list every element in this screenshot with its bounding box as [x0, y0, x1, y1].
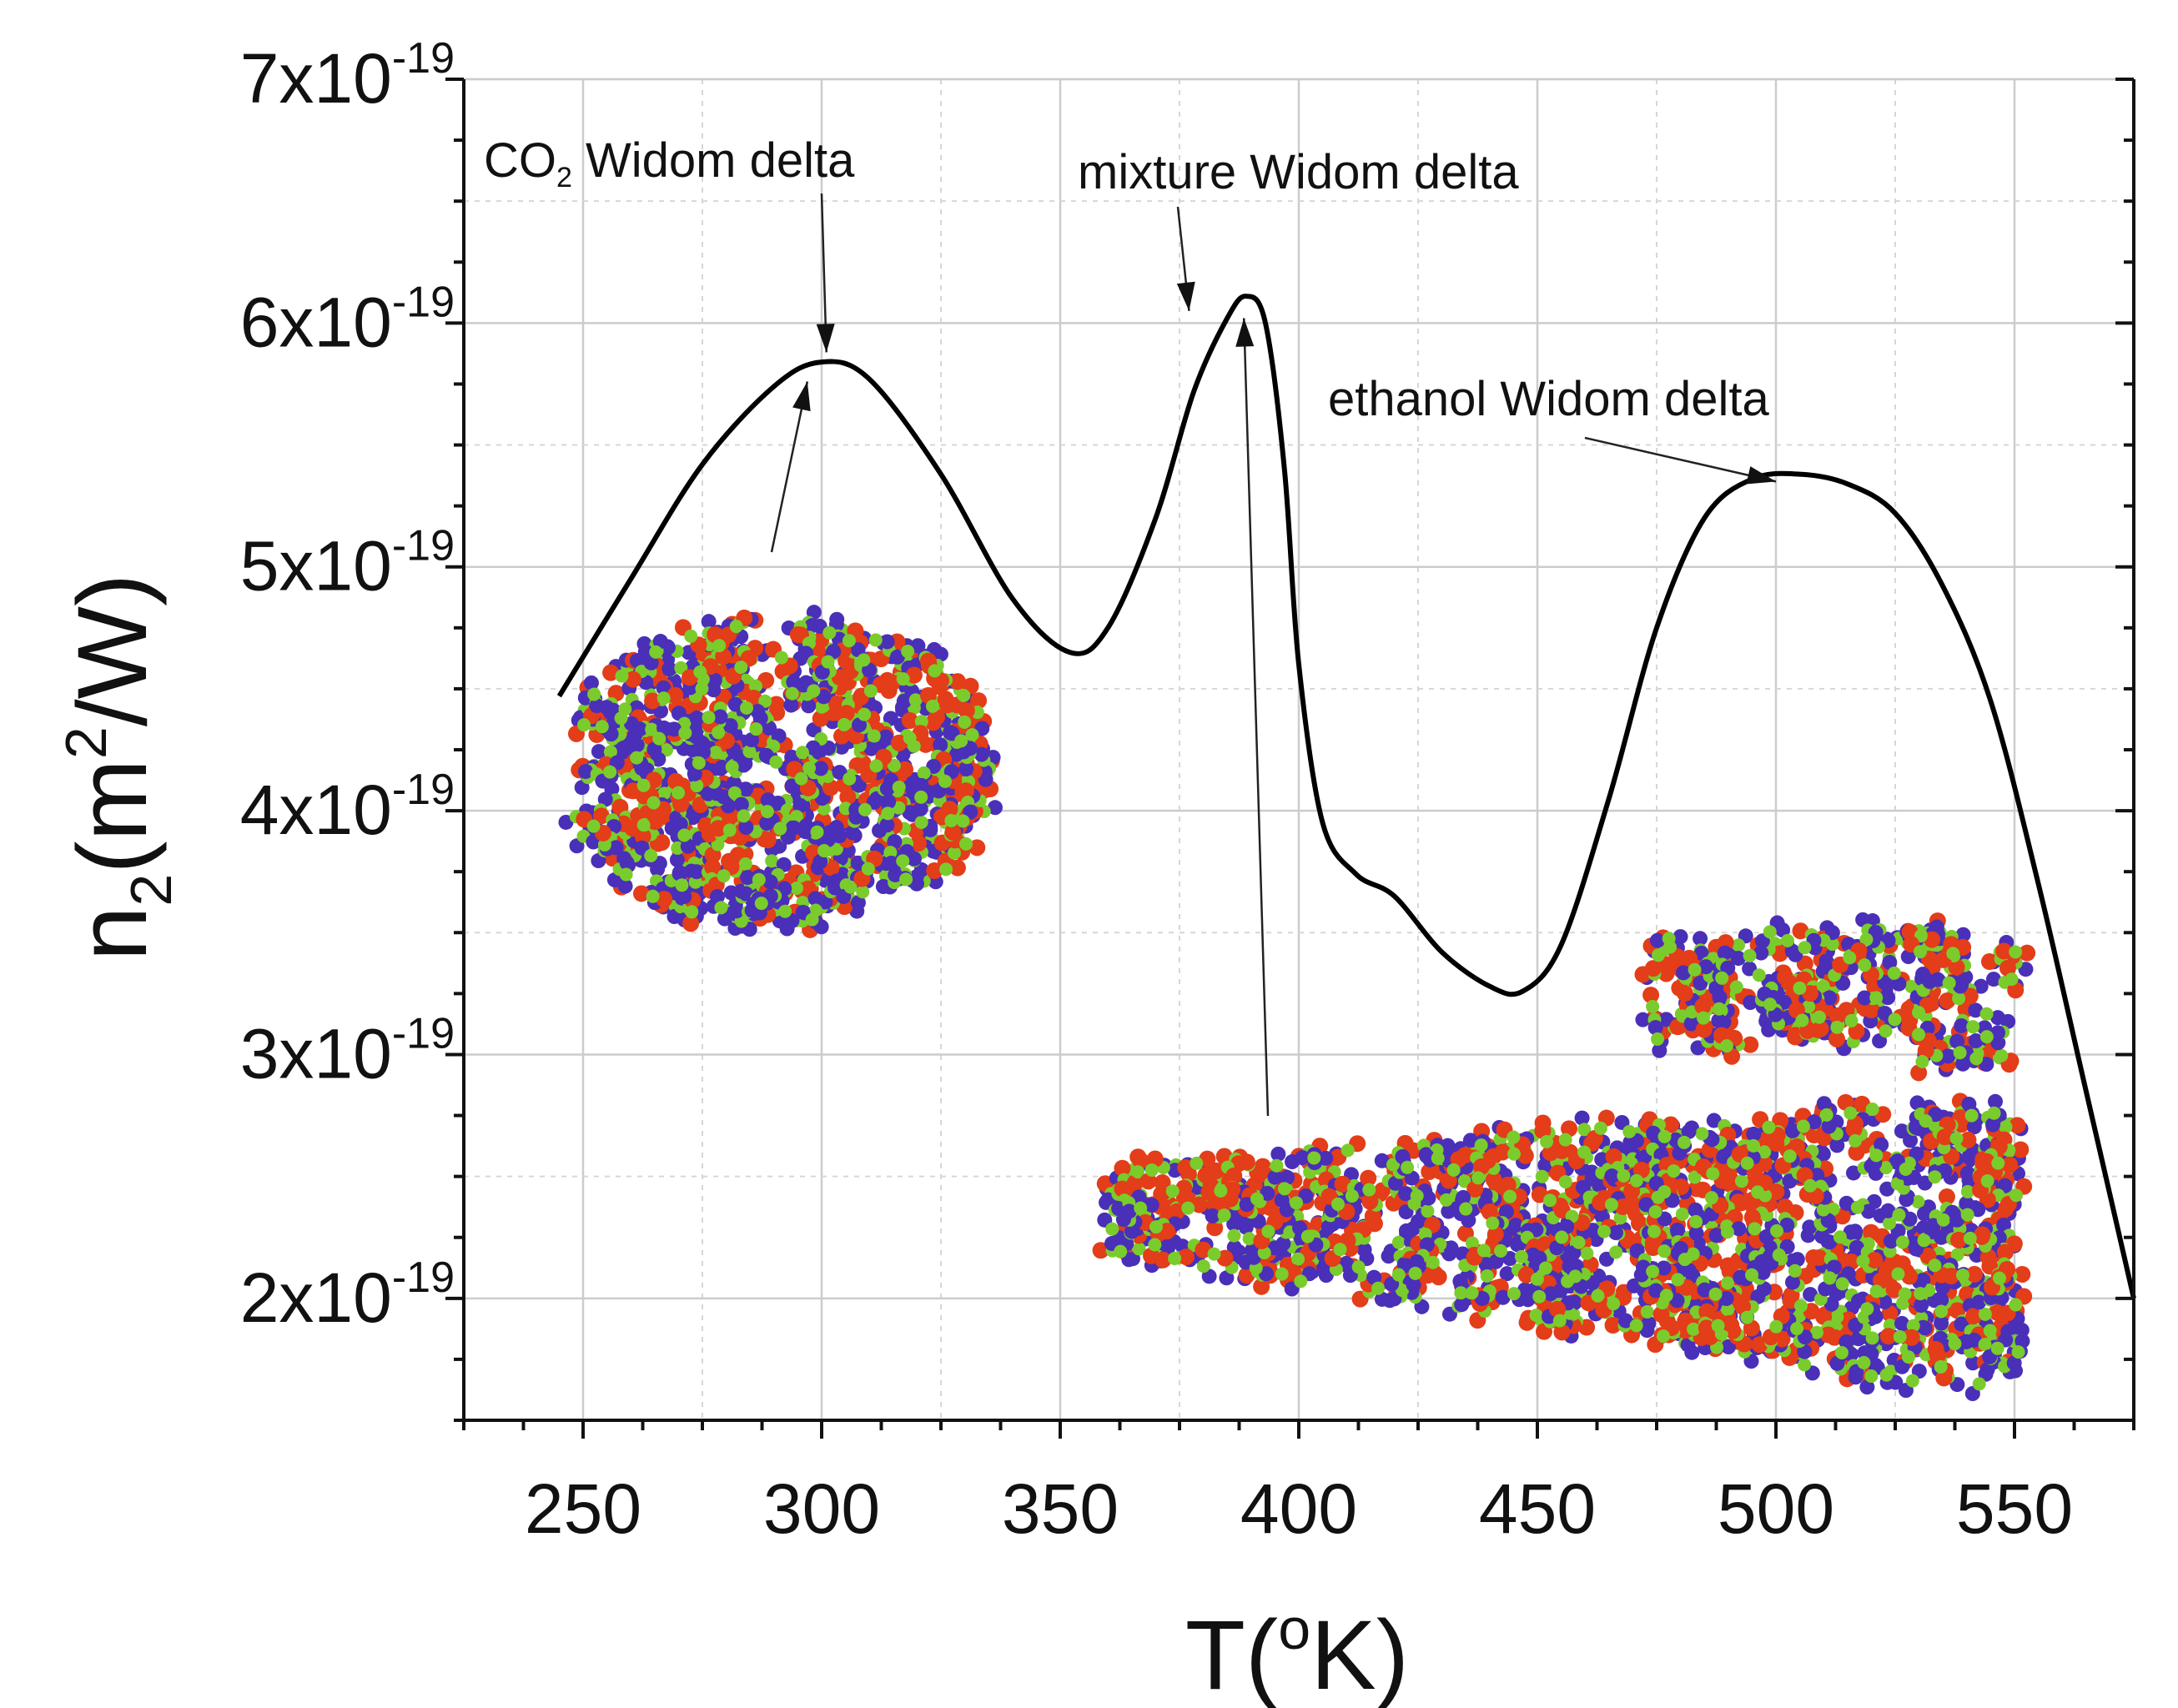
series-line-n2	[556, 294, 2136, 1299]
y-ticks: 2x10-19 3x10-19 4x10-19 5x10-19 6x10-19 7x10-…	[240, 34, 2134, 1422]
y-tick-label-3: 5x10-19	[240, 522, 455, 605]
molecule-cluster-co2	[558, 605, 1003, 938]
annotation-ethanol: ethanol Widom delta	[1328, 372, 1769, 426]
y-tick-label-5: 7x10-19	[240, 34, 455, 118]
y-tick-label-0: 2x10-19	[240, 1253, 455, 1337]
y-tick-label-1: 3x10-19	[240, 1009, 455, 1093]
x-tick-label-550: 550	[1956, 1469, 2073, 1548]
x-tick-label-350: 350	[1002, 1469, 1119, 1548]
x-axis-title: T(oK)	[1185, 1596, 1409, 1708]
x-tick-label-500: 500	[1718, 1469, 1834, 1548]
annotation-arrows	[770, 193, 1777, 1117]
arrow-co2-cluster	[770, 381, 811, 553]
y-tick-label-2: 4x10-19	[240, 766, 455, 849]
x-tick-label-300: 300	[763, 1469, 880, 1548]
molecule-cluster-mixture	[1092, 1093, 2033, 1402]
y-tick-label-4: 6x10-19	[240, 278, 455, 361]
x-ticks: 250 300 350 400 450 500 550	[462, 1420, 2135, 1548]
annotation-mixture: mixture Widom delta	[1078, 145, 1519, 199]
x-tick-label-450: 450	[1479, 1469, 1596, 1548]
arrow-ethanol-label	[1584, 436, 1777, 485]
x-tick-label-250: 250	[525, 1469, 641, 1548]
arrow-co2-label	[816, 193, 835, 353]
x-tick-label-400: 400	[1240, 1469, 1357, 1548]
molecule-cluster-ethanol-b	[1900, 912, 2036, 1082]
molecular-insets	[558, 605, 2036, 1402]
annotation-co2: CO2 Widom delta	[484, 133, 855, 193]
y-axis-title: n2(m2/W)	[53, 574, 184, 962]
arrow-mixture-cluster	[1235, 318, 1270, 1117]
arrow-mixture-label	[1176, 206, 1195, 311]
